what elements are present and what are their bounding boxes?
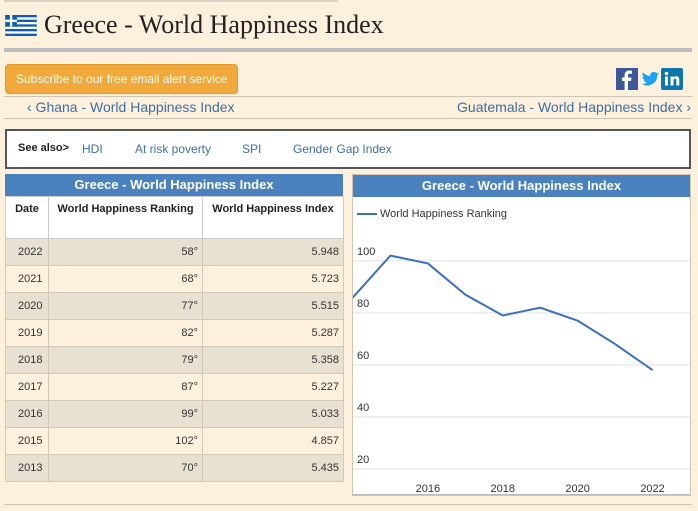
table-row: 2019 82° 5.287 [5,319,344,347]
y-tick-label: 60 [357,350,369,362]
column-header-ranking[interactable]: World Happiness Ranking [48,196,203,239]
cell-index: 4.857 [202,427,344,455]
cell-index: 5.287 [202,319,344,347]
line-chart: World Happiness Ranking 20 40 60 80 100 2016… [353,208,690,495]
see-also-label: See also> [18,142,70,154]
cell-date: 2019 [5,319,49,347]
column-header-index[interactable]: World Happiness Index [202,196,344,239]
x-tick-label: 2018 [491,483,515,495]
column-header-date[interactable]: Date [5,196,49,239]
cell-date: 2021 [5,265,49,293]
y-tick-label: 40 [357,402,369,414]
happiness-chart: Greece - World Happiness Index World Hap… [352,174,691,496]
table-row: 2015 102° 4.857 [5,427,344,455]
facebook-icon[interactable] [616,68,638,90]
chart-caption: Greece - World Happiness Index [353,175,690,197]
table-row: 2017 87° 5.227 [5,373,344,401]
cell-date: 2015 [5,427,49,455]
see-also-link-gender-gap-index[interactable]: Gender Gap Index [293,142,392,156]
table-row: 2018 79° 5.358 [5,346,344,374]
x-tick-label: 2020 [565,483,589,495]
see-also-box: See also> HDI At risk poverty SPI Gender… [5,129,691,169]
cell-ranking: 68° [48,265,203,293]
cell-date: 2022 [5,238,49,266]
cell-index: 5.723 [202,265,344,293]
table-row: 2022 58° 5.948 [5,238,344,266]
cell-date: 2018 [5,346,49,374]
series-line-world-happiness-ranking[interactable] [353,254,654,371]
happiness-table: Greece - World Happiness Index Date Worl… [5,174,344,482]
cell-ranking: 70° [48,454,203,482]
cell-ranking: 99° [48,400,203,428]
x-tick-label: 2016 [416,483,440,495]
see-also-link-hdi[interactable]: HDI [82,142,103,156]
x-tick-label: 2022 [640,483,664,495]
top-divider [4,0,338,2]
next-country-link[interactable]: Guatemala - World Happiness Index › [457,99,691,115]
title-divider [4,48,692,52]
cell-ranking: 82° [48,319,203,347]
table-row: 2020 77° 5.515 [5,292,344,320]
cell-date: 2016 [5,400,49,428]
table-row: 2016 99° 5.033 [5,400,344,428]
cell-index: 5.515 [202,292,344,320]
cell-ranking: 102° [48,427,203,455]
cell-index: 5.358 [202,346,344,374]
y-tick-label: 100 [357,246,375,258]
cell-ranking: 79° [48,346,203,374]
cell-ranking: 77° [48,292,203,320]
cell-date: 2020 [5,292,49,320]
see-also-link-at-risk-poverty[interactable]: At risk poverty [135,142,212,156]
y-tick-label: 20 [357,454,369,466]
cell-index: 5.033 [202,400,344,428]
linkedin-icon[interactable] [661,68,683,90]
legend-label[interactable]: World Happiness Ranking [380,208,507,220]
cell-ranking: 87° [48,373,203,401]
y-tick-label: 80 [357,298,369,310]
table-caption: Greece - World Happiness Index [5,174,343,196]
cell-ranking: 58° [48,238,203,266]
table-row: 2013 70° 5.435 [5,454,344,482]
see-also-link-spi[interactable]: SPI [242,142,262,156]
nav-divider-bottom [4,118,692,119]
cell-index: 5.948 [202,238,344,266]
cell-index: 5.227 [202,373,344,401]
prev-country-link[interactable]: ‹ Ghana - World Happiness Index [27,99,235,115]
table-row: 2021 68° 5.723 [5,265,344,293]
greece-flag-icon [5,15,37,36]
footer-divider [4,504,692,505]
subscribe-button[interactable]: Subscribe to our free email alert servic… [5,64,238,94]
nav-divider-top [4,96,692,97]
twitter-icon[interactable] [639,68,661,90]
page-title: Greece - World Happiness Index [44,10,384,39]
cell-date: 2017 [5,373,49,401]
cell-index: 5.435 [202,454,344,482]
cell-date: 2013 [5,454,49,482]
